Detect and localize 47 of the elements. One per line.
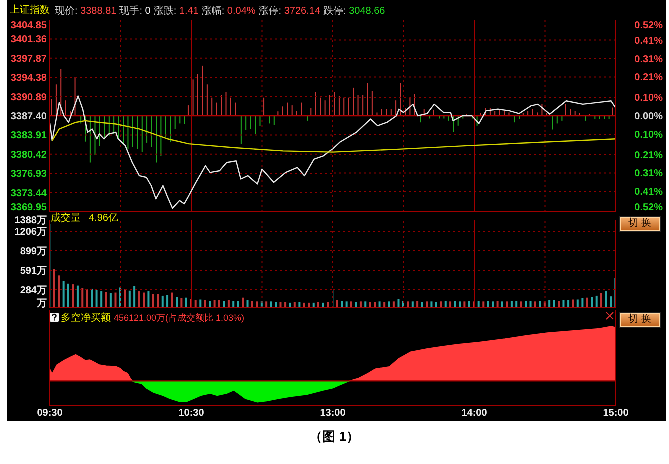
switch-button: 切 换 <box>620 217 660 231</box>
text: 涨停: 3726.14 <box>258 4 321 18</box>
y2-tick-label: 0.00% <box>634 112 664 122</box>
x-tick-label: 10:30 <box>178 408 205 419</box>
x-tick-label: 14:00 <box>462 408 488 419</box>
y2-tick-label: 0.52% <box>634 20 664 32</box>
y-tick-label: 3390.89 <box>10 92 48 104</box>
x-tick-label: 13:00 <box>320 408 346 419</box>
y-tick-label: 3383.91 <box>10 130 48 142</box>
y-tick-label: 3376.93 <box>10 169 48 180</box>
y2-tick-label: 0.31% <box>634 54 664 66</box>
chart-subtitle: 4.96亿 <box>89 212 118 224</box>
y2-tick-label: 0.10% <box>634 93 664 104</box>
text: （图 1） <box>308 428 360 446</box>
y2-tick-label: 0.52% <box>634 202 664 214</box>
x-tick-label: 15:00 <box>603 408 630 419</box>
chart-subtitle: 456121.00万(占成交额比 1.03%) <box>114 312 245 325</box>
y-tick-label: 899万 <box>20 246 47 258</box>
y2-tick-label: 0.41% <box>634 187 664 198</box>
switch-button: 切 换 <box>620 313 660 327</box>
y-tick-label: 3397.87 <box>10 54 48 65</box>
chart-title: 多空净买额 <box>61 312 111 325</box>
text: 涨幅: 0.04% <box>202 4 256 18</box>
y-tick-label: 万 <box>36 298 47 310</box>
y2-tick-label: 0.41% <box>634 36 664 47</box>
y-tick-label: 3387.40 <box>10 112 48 122</box>
text: 跌停: 3048.66 <box>324 4 386 18</box>
chart-title: 成交量 <box>51 212 81 224</box>
text: 现价: 3388.81 <box>55 5 117 18</box>
text: 现手: 0 <box>120 4 151 18</box>
y-tick-label: 3373.44 <box>10 188 48 200</box>
y-tick-label: 591万 <box>20 266 47 278</box>
y-tick-label: 3401.36 <box>10 34 48 46</box>
y2-tick-label: 0.21% <box>634 72 664 84</box>
y2-tick-label: 0.31% <box>634 168 664 180</box>
y-tick-label: 1206万 <box>14 227 47 238</box>
text: 涨跌: 1.41 <box>154 4 199 18</box>
y-tick-label: 3394.38 <box>10 73 48 84</box>
chart-title: 上证指数 <box>10 4 50 17</box>
y-tick-label: 1388万 <box>14 216 47 226</box>
x-tick-label: 09:30 <box>37 408 64 419</box>
y2-tick-label: 0.21% <box>634 150 664 162</box>
y-tick-label: 3380.42 <box>10 150 48 161</box>
y2-tick-label: 0.10% <box>634 130 664 141</box>
y-tick-label: 3404.85 <box>10 20 48 32</box>
y-tick-label: 284万 <box>20 285 47 296</box>
y-tick-label: 3369.95 <box>10 202 48 214</box>
